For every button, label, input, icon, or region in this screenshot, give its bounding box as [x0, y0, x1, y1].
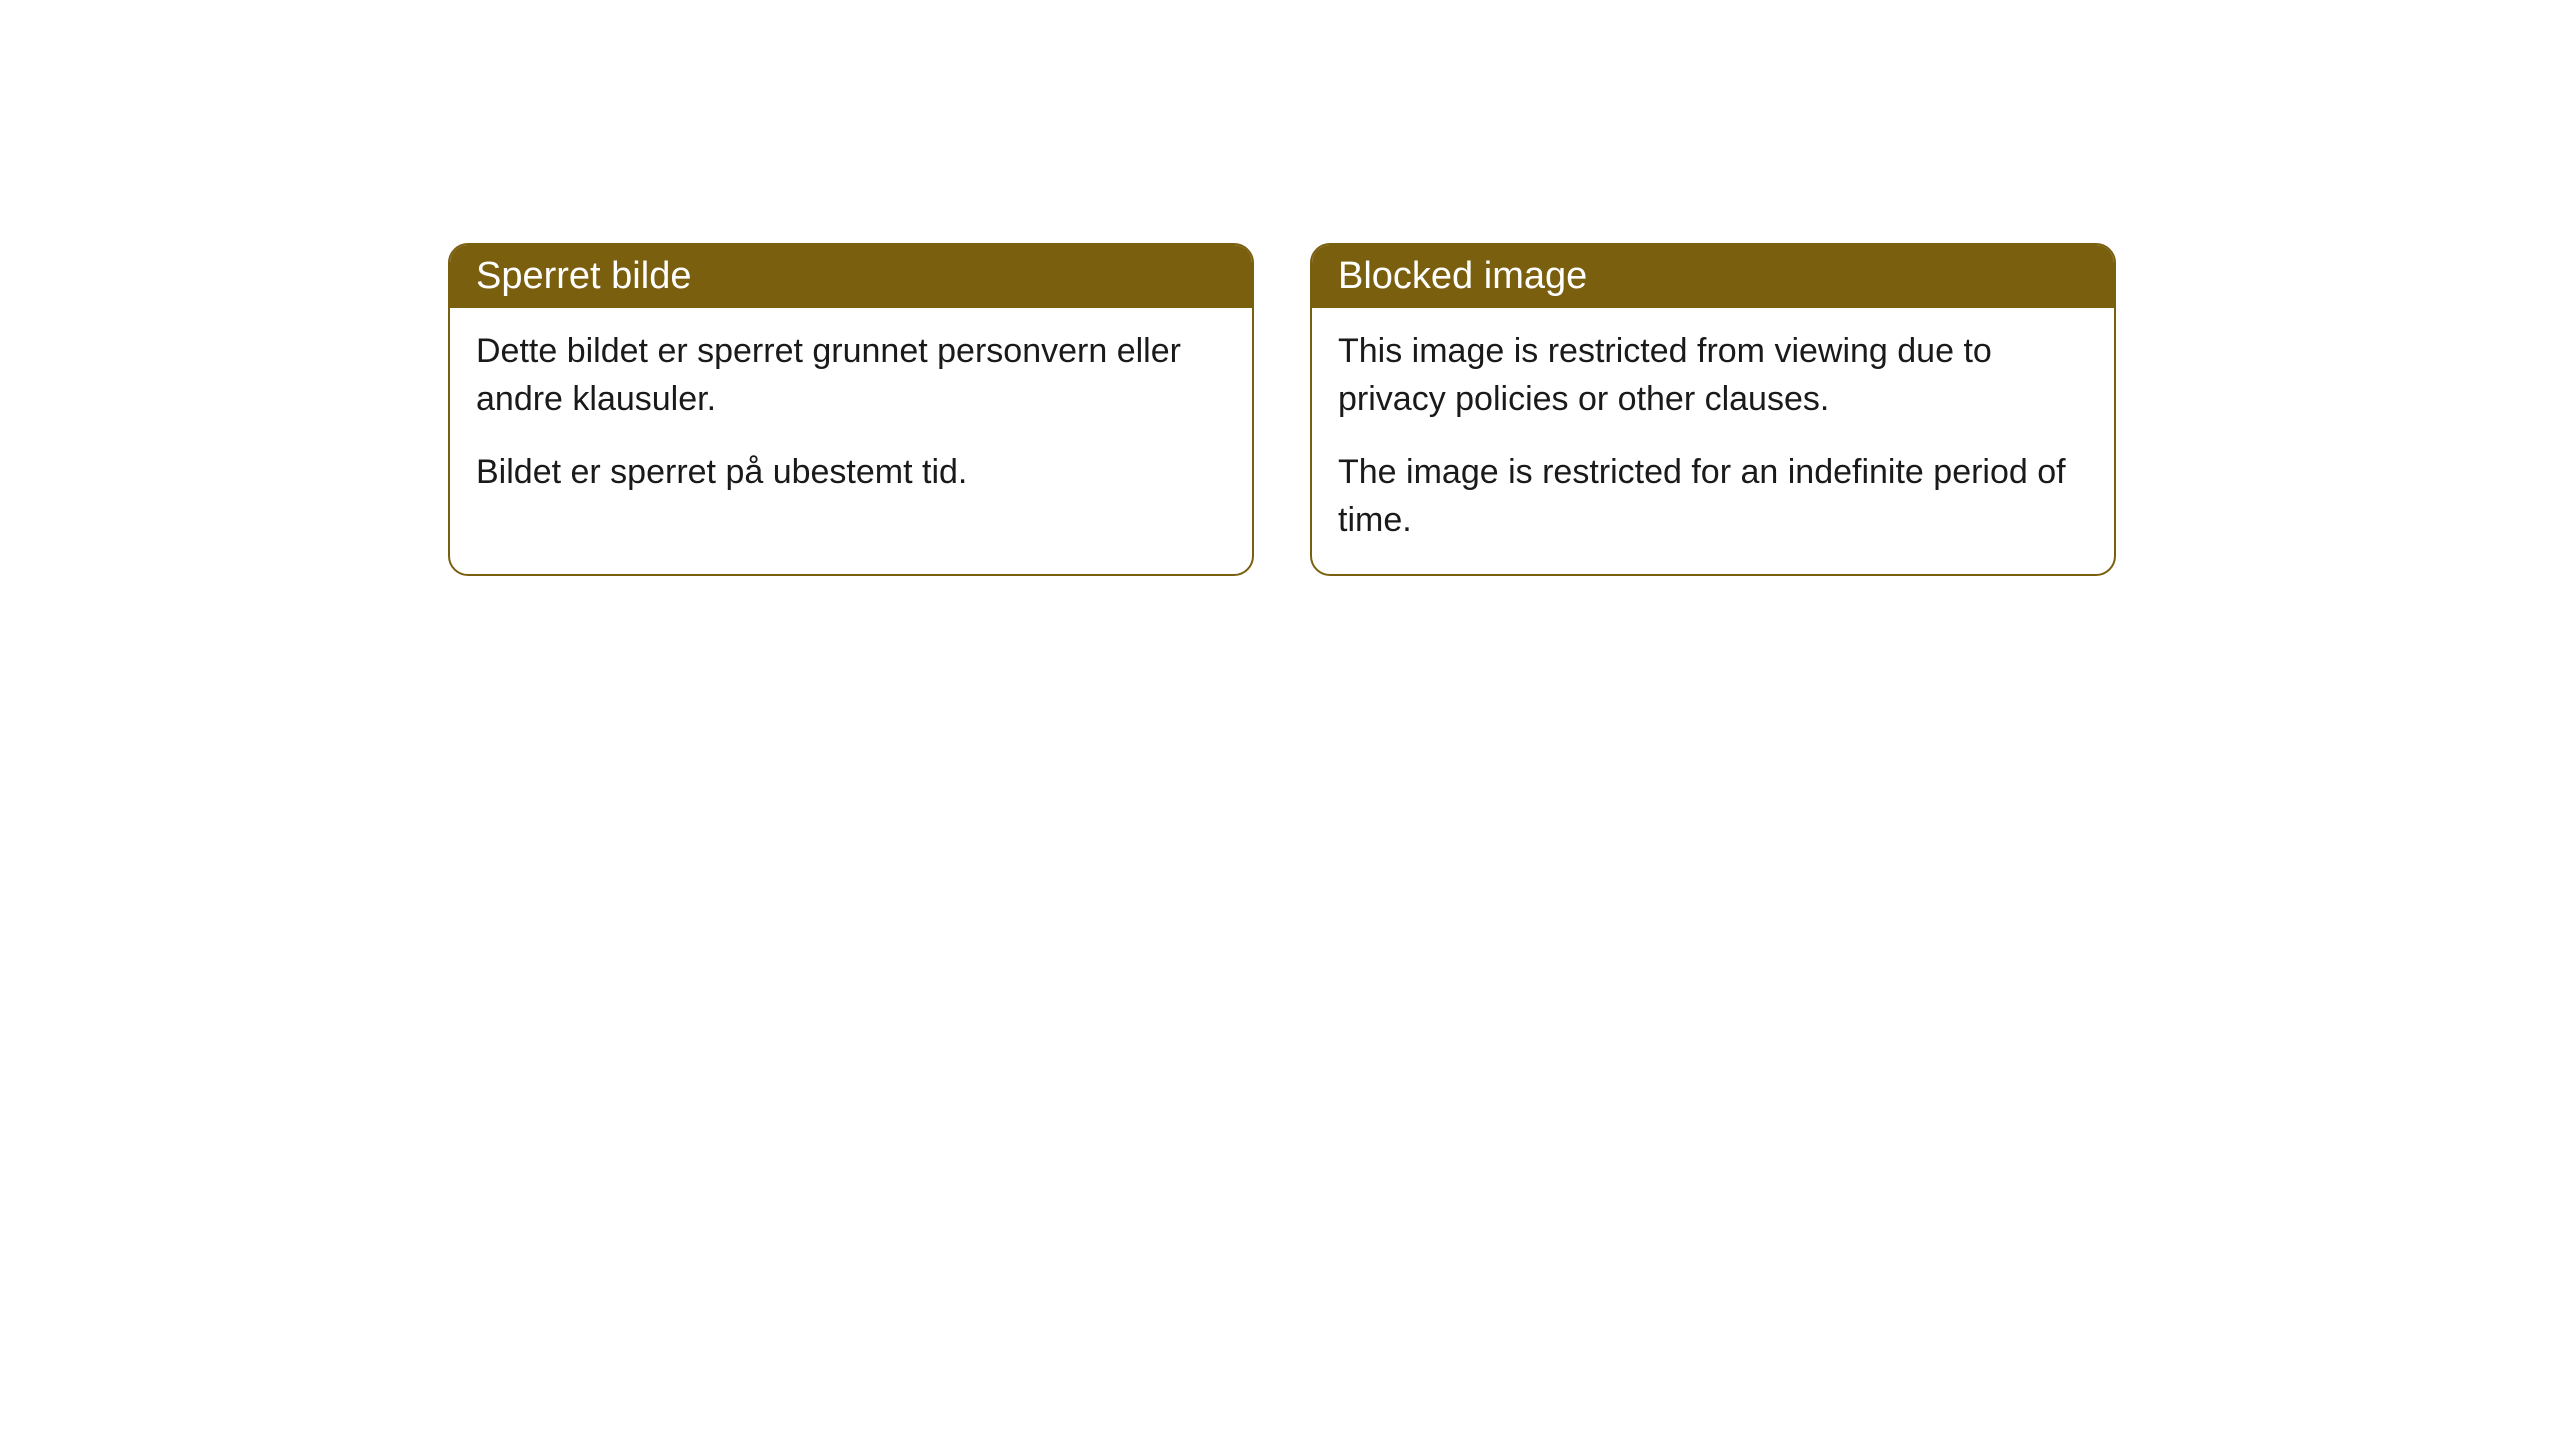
- card-paragraph: This image is restricted from viewing du…: [1338, 328, 2088, 423]
- card-body: Dette bildet er sperret grunnet personve…: [450, 308, 1252, 527]
- card-title: Sperret bilde: [476, 255, 691, 297]
- notice-card-norwegian: Sperret bilde Dette bildet er sperret gr…: [448, 243, 1254, 576]
- card-paragraph: Bildet er sperret på ubestemt tid.: [476, 449, 1226, 497]
- card-header: Blocked image: [1312, 245, 2114, 308]
- notice-card-english: Blocked image This image is restricted f…: [1310, 243, 2116, 576]
- card-paragraph: The image is restricted for an indefinit…: [1338, 449, 2088, 544]
- notice-container: Sperret bilde Dette bildet er sperret gr…: [0, 0, 2560, 576]
- card-title: Blocked image: [1338, 255, 1587, 297]
- card-header: Sperret bilde: [450, 245, 1252, 308]
- card-paragraph: Dette bildet er sperret grunnet personve…: [476, 328, 1226, 423]
- card-body: This image is restricted from viewing du…: [1312, 308, 2114, 574]
